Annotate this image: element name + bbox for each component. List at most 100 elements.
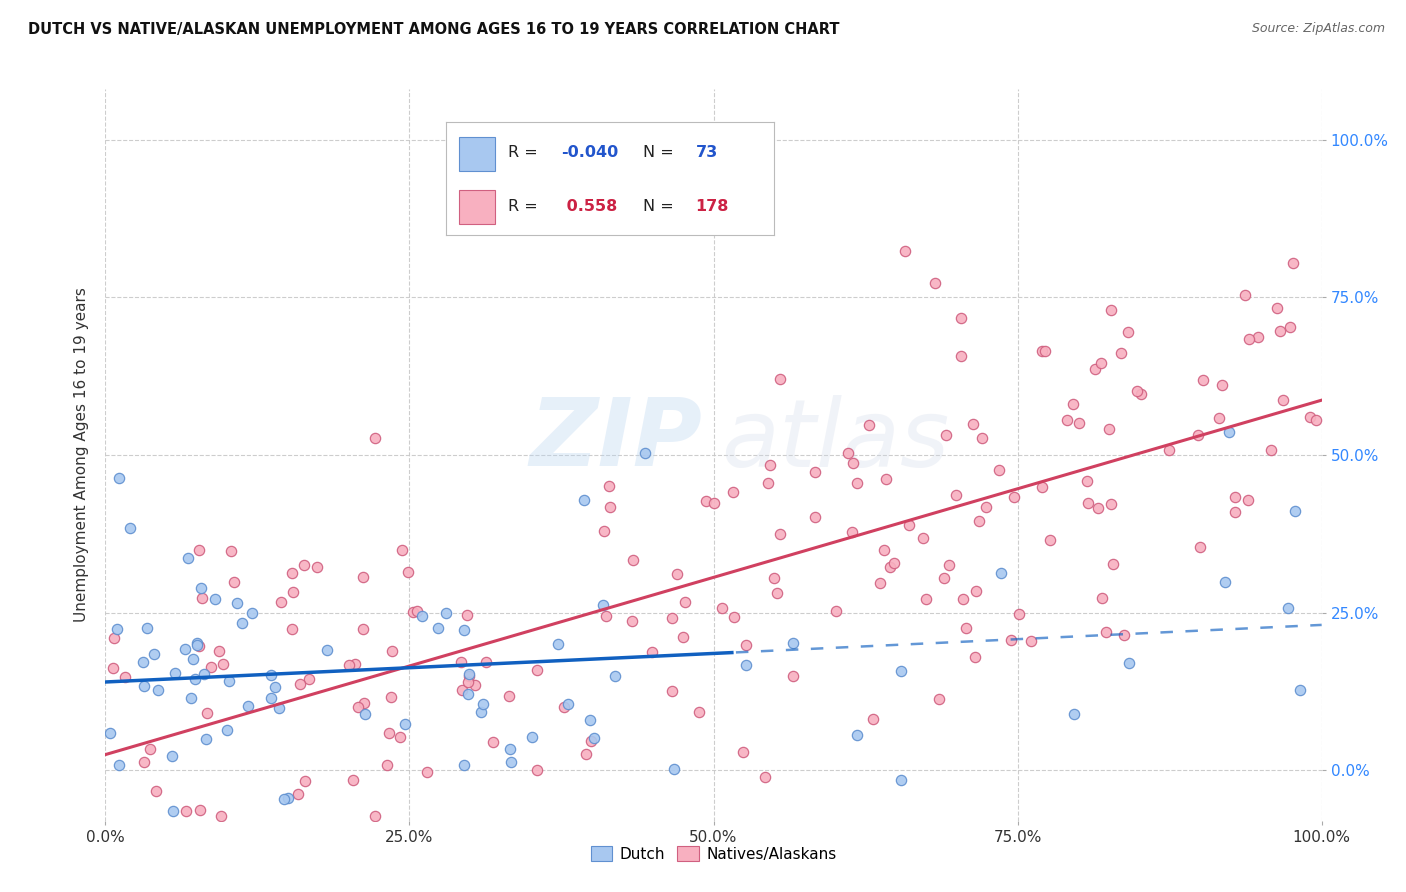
Point [547, 637, 569, 651]
Point [499, 742, 522, 756]
Point [288, 677, 311, 691]
Point [181, 651, 204, 665]
Point [1008, 607, 1031, 621]
Point [1118, 326, 1140, 340]
Point [869, 576, 891, 591]
Point [1305, 413, 1327, 427]
Point [457, 674, 479, 689]
Point [339, 658, 361, 673]
Point [579, 714, 602, 728]
Point [526, 663, 548, 677]
Point [1056, 413, 1078, 427]
Point [963, 650, 986, 665]
Point [932, 571, 955, 585]
Point [1277, 601, 1299, 615]
Point [114, 670, 136, 684]
Point [292, 558, 315, 573]
Point [695, 493, 717, 508]
Point [1233, 288, 1256, 302]
Point [458, 669, 481, 683]
Point [599, 500, 621, 514]
Point [623, 553, 645, 567]
Point [1289, 682, 1312, 697]
Point [782, 636, 804, 650]
Point [380, 690, 402, 705]
Point [759, 458, 782, 472]
Point [952, 591, 974, 606]
Point [1069, 416, 1091, 430]
Point [260, 668, 283, 682]
Point [389, 730, 412, 744]
Point [962, 417, 984, 432]
Point [273, 792, 295, 806]
Point [825, 604, 848, 618]
Point [344, 657, 367, 671]
Point [703, 496, 725, 510]
Point [498, 689, 520, 703]
Point [1098, 422, 1121, 436]
Point [754, 770, 776, 784]
Point [1112, 627, 1135, 641]
Point [1247, 330, 1270, 344]
Point [949, 349, 972, 363]
Point [890, 773, 912, 788]
Point [883, 556, 905, 570]
Point [1031, 343, 1053, 358]
Point [1077, 496, 1099, 510]
Point [553, 826, 575, 840]
Point [212, 657, 235, 671]
Point [1191, 373, 1213, 387]
Point [287, 787, 309, 801]
Point [177, 550, 200, 565]
Point [281, 622, 304, 636]
Point [457, 687, 479, 701]
Point [118, 521, 141, 535]
Point [1101, 557, 1123, 571]
Point [316, 642, 339, 657]
Point [987, 463, 1010, 477]
Point [188, 803, 211, 817]
Point [1237, 332, 1260, 346]
Point [1087, 500, 1109, 515]
Point [1299, 409, 1322, 424]
Point [1260, 443, 1282, 458]
Point [990, 566, 1012, 581]
Point [666, 567, 689, 582]
Point [879, 559, 901, 574]
Point [482, 735, 505, 749]
Point [1284, 503, 1306, 517]
Point [472, 697, 495, 711]
Point [347, 700, 370, 714]
Point [107, 622, 129, 636]
Point [218, 673, 240, 688]
Point [391, 543, 413, 558]
Point [1265, 301, 1288, 315]
Point [132, 755, 155, 769]
Point [974, 500, 997, 515]
Point [402, 605, 425, 619]
Point [352, 623, 374, 637]
Point [132, 655, 155, 669]
Point [1000, 633, 1022, 648]
Point [766, 585, 789, 599]
Point [1076, 475, 1098, 489]
Point [661, 611, 683, 625]
Point [146, 682, 169, 697]
Point [231, 616, 253, 631]
Point [603, 669, 626, 683]
Point [575, 747, 598, 761]
Point [450, 655, 472, 669]
Point [174, 642, 197, 657]
Point [187, 639, 209, 653]
Point [841, 524, 863, 539]
Point [965, 584, 987, 599]
Point [949, 311, 972, 326]
Point [270, 595, 292, 609]
Point [190, 591, 212, 606]
Point [470, 705, 492, 719]
Point [1099, 302, 1122, 317]
Text: atlas: atlas [721, 395, 949, 486]
Point [269, 826, 291, 840]
Point [581, 734, 603, 748]
Point [256, 826, 278, 840]
